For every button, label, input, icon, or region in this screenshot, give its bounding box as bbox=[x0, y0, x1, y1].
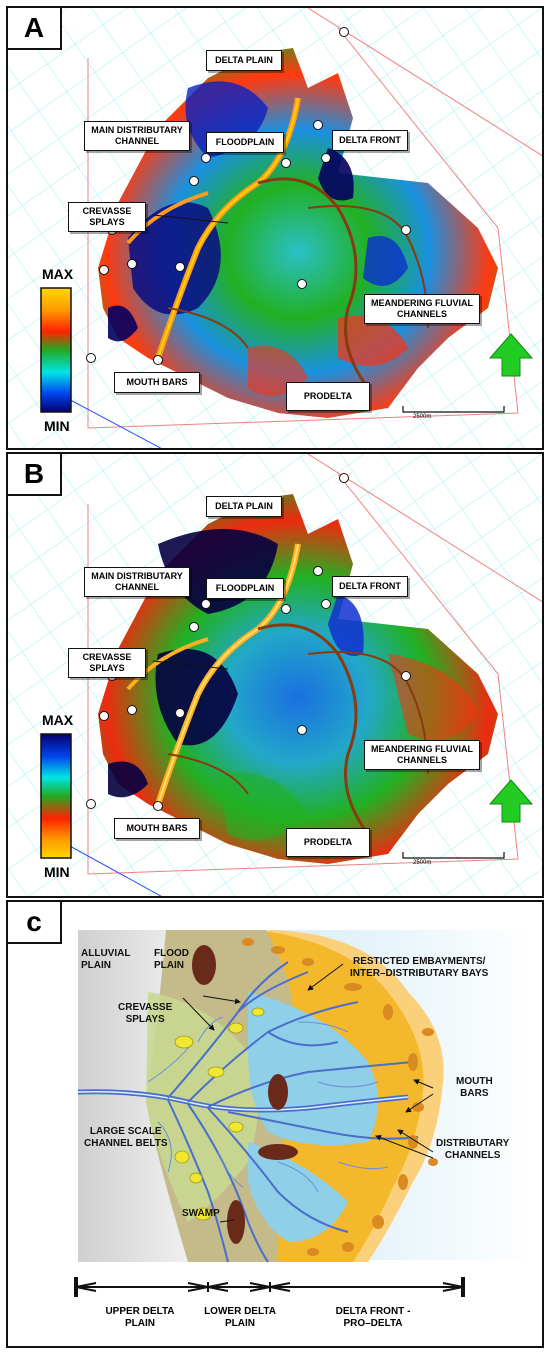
label-main-distributary-channel: MAIN DISTRIBUTARY CHANNEL bbox=[84, 567, 190, 597]
legend-min-label: MIN bbox=[44, 418, 70, 434]
label-restricted-embayments: RESTICTED EMBAYMENTS/ INTER–DISTRIBUTARY… bbox=[350, 956, 489, 979]
label-crevasse-splays: CREVASSE SPLAYS bbox=[68, 202, 146, 232]
label-delta-front: DELTA FRONT bbox=[332, 576, 408, 597]
delta-schematic-diagram bbox=[74, 930, 533, 1297]
label-prodelta: PRODELTA bbox=[286, 828, 370, 857]
zone-delta-front-pro-delta: DELTA FRONT - PRO–DELTA bbox=[335, 1306, 411, 1329]
north-arrow-icon bbox=[488, 333, 534, 377]
label-alluvial-plain: ALLUVIAL PLAIN bbox=[81, 948, 131, 971]
label-swamp: SWAMP bbox=[182, 1208, 220, 1219]
swamp-patch bbox=[192, 945, 216, 985]
zone-upper-delta-plain: UPPER DELTA PLAIN bbox=[105, 1306, 175, 1329]
scale-bar bbox=[402, 852, 505, 859]
label-main-distributary-channel: MAIN DISTRIBUTARY CHANNEL bbox=[84, 121, 190, 151]
label-crevasse-splays: CREVASSE SPLAYS bbox=[68, 648, 146, 678]
label-prodelta: PRODELTA bbox=[286, 382, 370, 411]
north-arrow-icon bbox=[488, 779, 534, 823]
label-large-scale-channel-belts: LARGE SCALE CHANNEL BELTS bbox=[84, 1126, 168, 1149]
label-distributary-channels: DISTRIBUTARY CHANNELS bbox=[436, 1138, 510, 1161]
seismic-attribute-map-a bbox=[8, 8, 542, 448]
legend-max-label: MAX bbox=[42, 266, 74, 282]
label-mouth-bars: MOUTH BARS bbox=[456, 1076, 493, 1099]
label-delta-plain: DELTA PLAIN bbox=[206, 496, 282, 517]
panel-letter: c bbox=[8, 902, 62, 944]
label-meandering-fluvial-channels: MEANDERING FLUVIAL CHANNELS bbox=[364, 740, 480, 770]
alluvial-plain-zone bbox=[78, 930, 188, 1262]
label-delta-plain: DELTA PLAIN bbox=[206, 50, 282, 71]
panel-a: A bbox=[6, 6, 544, 450]
distributary-channel-network bbox=[167, 961, 419, 1263]
legend-min-label: MIN bbox=[44, 864, 70, 880]
label-mouth-bars: MOUTH BARS bbox=[114, 818, 200, 839]
mouth-bar-patches bbox=[242, 938, 438, 1256]
label-delta-front: DELTA FRONT bbox=[332, 130, 408, 151]
label-floodplain: FLOODPLAIN bbox=[206, 132, 284, 153]
panel-c: c bbox=[6, 900, 544, 1348]
zone-lower-delta-plain: LOWER DELTA PLAIN bbox=[204, 1306, 276, 1329]
panel-letter: B bbox=[8, 454, 62, 496]
color-scale-bar bbox=[40, 733, 72, 859]
zone-axis bbox=[74, 1277, 465, 1297]
label-flood-plain: FLOOD PLAIN bbox=[154, 948, 189, 971]
panel-letter: A bbox=[8, 8, 62, 50]
scale-bar-label: 2500m bbox=[413, 860, 432, 866]
label-crevasse-splays: CREVASSE SPLAYS bbox=[118, 1002, 173, 1025]
scale-bar-label: 2500m bbox=[413, 414, 432, 420]
scale-bar bbox=[402, 406, 505, 413]
color-scale-bar bbox=[40, 287, 72, 413]
crevasse-splay-patches bbox=[174, 1007, 265, 1221]
label-mouth-bars: MOUTH BARS bbox=[114, 372, 200, 393]
label-meandering-fluvial-channels: MEANDERING FLUVIAL CHANNELS bbox=[364, 294, 480, 324]
panel-b: B bbox=[6, 452, 544, 898]
label-floodplain: FLOODPLAIN bbox=[206, 578, 284, 599]
legend-max-label: MAX bbox=[42, 712, 74, 728]
